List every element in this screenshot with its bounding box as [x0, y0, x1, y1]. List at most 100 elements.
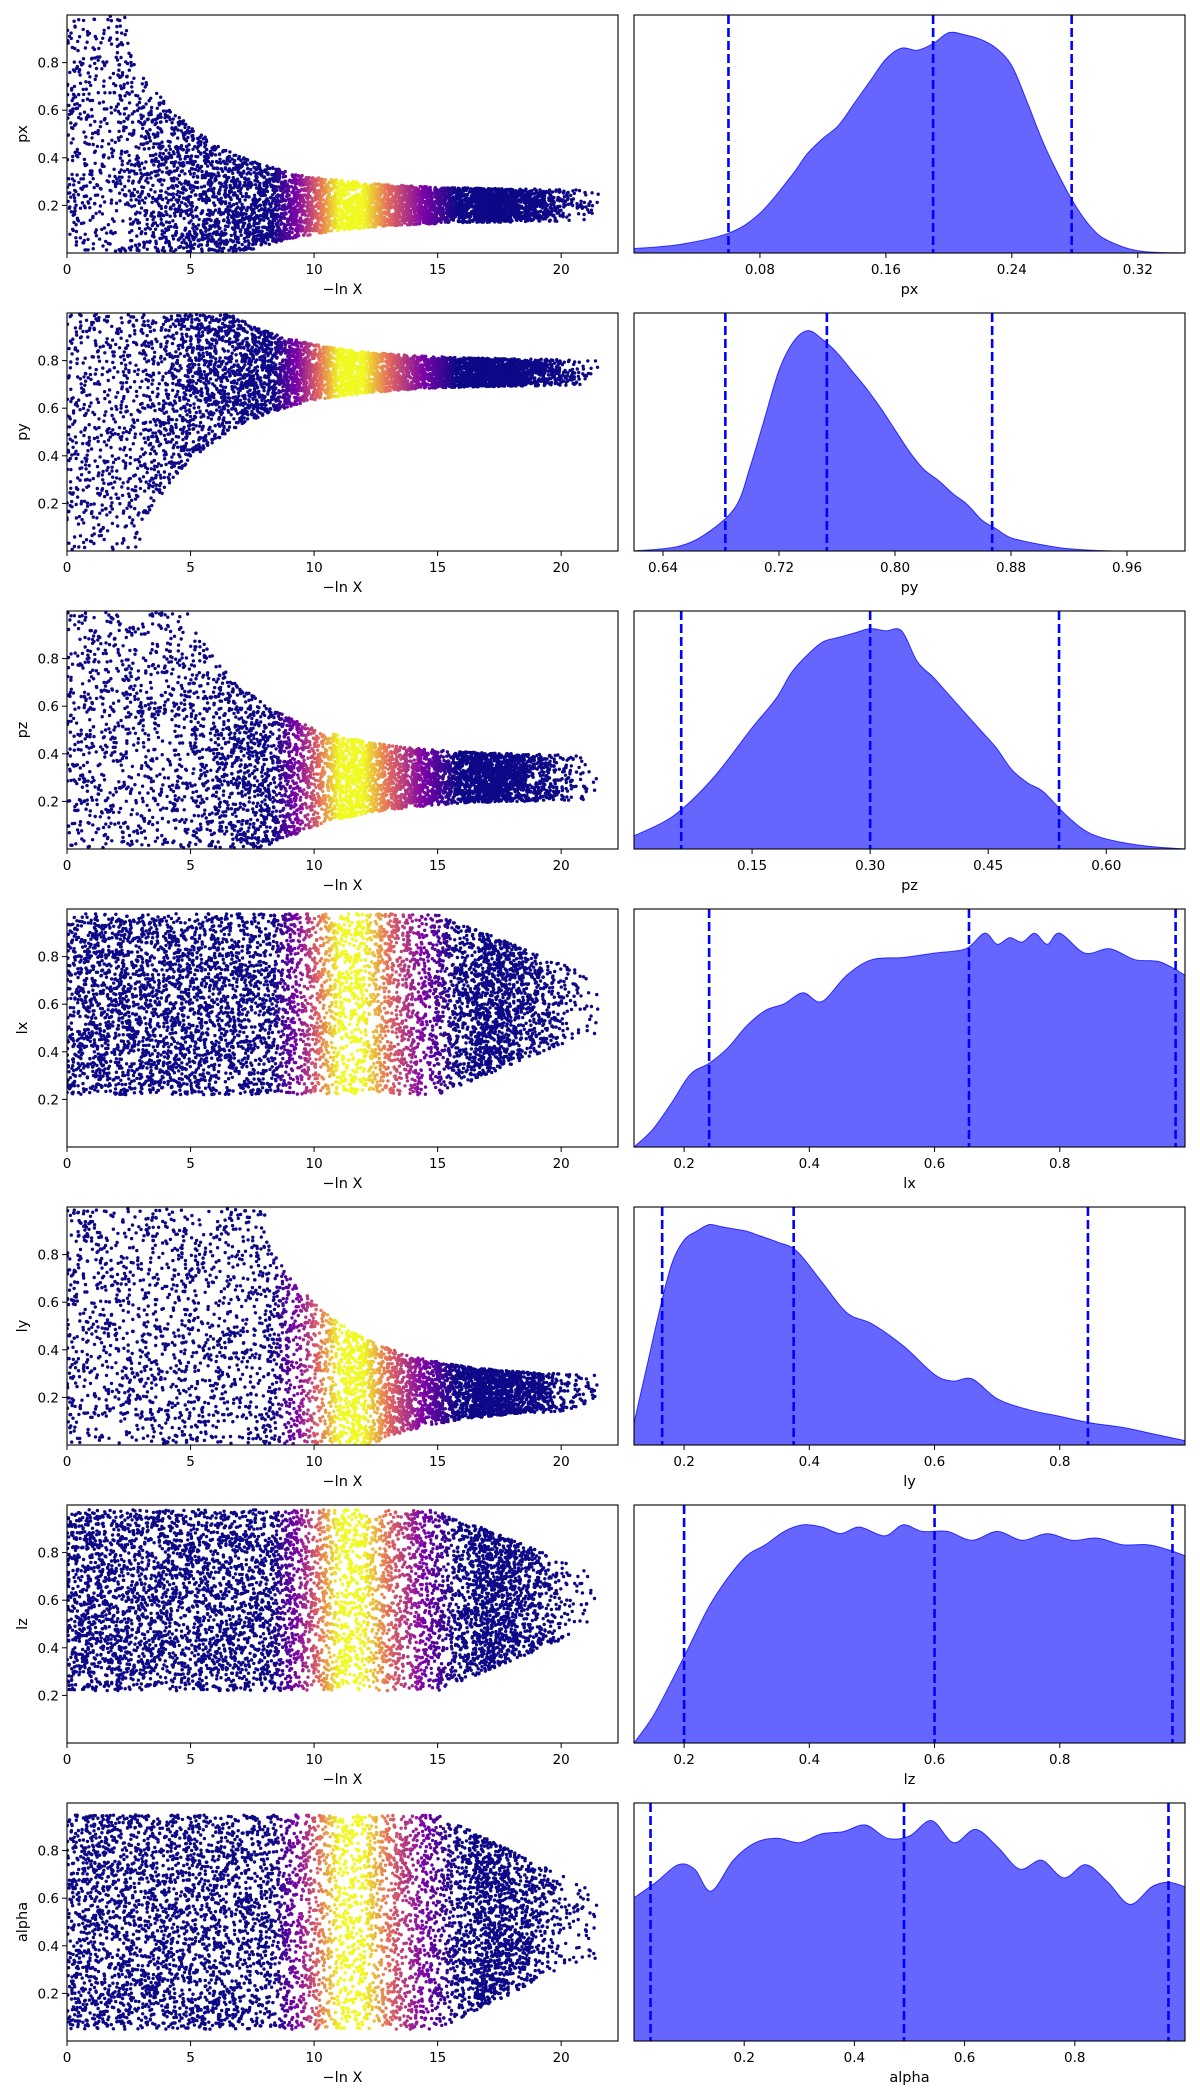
x-tick-label: 10 [305, 560, 322, 576]
y-tick-label: 0.2 [38, 794, 59, 810]
x-tick-label: 10 [305, 2050, 322, 2066]
x-tick-label: 0.24 [997, 262, 1027, 278]
posterior-panel-lz: 0.2 0.4 0.6 0.8 lz [633, 1504, 1186, 1788]
x-tick-label: 10 [305, 858, 322, 874]
trace-panel-alpha: 0 5 10 15 20 0.2 0.4 0.6 0.8 alpha −ln X [15, 1802, 619, 2086]
axes-frame [633, 1802, 1186, 2042]
y-tick-label: 0.4 [38, 1939, 59, 1955]
x-axis-label: −ln X [323, 878, 363, 894]
y-tick-label: 0.2 [38, 1390, 59, 1406]
axes-frame [633, 312, 1186, 552]
x-tick-label: 5 [186, 1156, 195, 1172]
x-tick-label: 15 [429, 1454, 446, 1470]
x-tick-label: 0.96 [1112, 560, 1142, 576]
y-tick-label: 0.6 [38, 699, 59, 715]
sample-points [67, 15, 600, 253]
y-tick-label: 0.8 [38, 354, 59, 370]
x-tick-label: 0.2 [673, 1156, 694, 1172]
x-tick-label: 0.15 [737, 858, 767, 874]
y-tick-label: 0.8 [38, 950, 59, 966]
x-tick-label: 0.80 [880, 560, 910, 576]
x-tick-label: 0 [63, 1752, 72, 1768]
x-tick-label: 0.6 [924, 1752, 945, 1768]
x-tick-label: 0.8 [1064, 2050, 1085, 2066]
y-tick-label: 0.2 [38, 1688, 59, 1704]
x-axis-label: alpha [889, 2070, 929, 2086]
x-tick-label: 0 [63, 2050, 72, 2066]
x-tick-label: 5 [186, 262, 195, 278]
y-tick-label: 0.8 [38, 1546, 59, 1562]
x-tick-label: 0.32 [1123, 262, 1153, 278]
posterior-panel-lx: 0.2 0.4 0.6 0.8 lx [633, 908, 1186, 1192]
axes-frame [633, 908, 1186, 1148]
axes-frame [66, 1206, 619, 1446]
x-axis-label: py [901, 580, 919, 596]
posterior-density [634, 1820, 1185, 2041]
trace-panel-lz: 0 5 10 15 20 0.2 0.4 0.6 0.8 lz −ln X [15, 1504, 619, 1788]
x-tick-label: 20 [553, 858, 570, 874]
y-tick-label: 0.8 [38, 652, 59, 668]
trace-panel-py: 0 5 10 15 20 0.2 0.4 0.6 0.8 py −ln X [15, 312, 619, 596]
x-tick-label: 0.72 [764, 560, 794, 576]
x-tick-label: 0.64 [648, 560, 678, 576]
y-tick-label: 0.6 [38, 1891, 59, 1907]
y-axis-label: alpha [15, 1902, 31, 1942]
sample-points [67, 1813, 599, 2031]
x-tick-label: 0.8 [1049, 1156, 1070, 1172]
y-tick-label: 0.8 [38, 1248, 59, 1264]
y-tick-label: 0.6 [38, 103, 59, 119]
y-tick-label: 0.4 [38, 151, 59, 167]
x-tick-label: 0.08 [745, 262, 775, 278]
x-tick-label: 20 [553, 262, 570, 278]
x-tick-label: 20 [553, 1752, 570, 1768]
x-tick-label: 0 [63, 858, 72, 874]
axes-frame [633, 1206, 1186, 1446]
x-tick-label: 15 [429, 1156, 446, 1172]
posterior-panel-ly: 0.2 0.4 0.6 0.8 ly [633, 1206, 1186, 1490]
y-tick-label: 0.6 [38, 1593, 59, 1609]
x-tick-label: 0.4 [799, 1454, 820, 1470]
x-tick-label: 0.6 [924, 1156, 945, 1172]
posterior-density [634, 628, 1185, 849]
x-tick-label: 10 [305, 1156, 322, 1172]
x-axis-label: −ln X [323, 1176, 363, 1192]
sample-points [67, 1508, 597, 1693]
trace-panel-px: 0 5 10 15 20 0.2 0.4 0.6 0.8 px −ln X [15, 14, 619, 298]
x-axis-label: −ln X [323, 1772, 363, 1788]
y-tick-label: 0.2 [38, 198, 59, 214]
x-tick-label: 15 [429, 858, 446, 874]
x-tick-label: 0.8 [1049, 1752, 1070, 1768]
y-axis-label: py [15, 423, 31, 441]
x-tick-label: 0.4 [799, 1752, 820, 1768]
x-axis-label: −ln X [323, 2070, 363, 2086]
y-axis-label: lx [15, 1021, 31, 1034]
x-axis-label: pz [901, 878, 918, 894]
posterior-density [634, 1524, 1185, 1743]
y-tick-label: 0.6 [38, 997, 59, 1013]
posterior-density [634, 31, 1185, 253]
x-tick-label: 0.8 [1049, 1454, 1070, 1470]
x-tick-label: 10 [305, 1454, 322, 1470]
posterior-panel-px: 0.08 0.16 0.24 0.32 px [633, 14, 1186, 298]
x-tick-label: 5 [186, 560, 195, 576]
axes-frame [66, 312, 619, 552]
y-tick-label: 0.4 [38, 747, 59, 763]
x-tick-label: 5 [186, 2050, 195, 2066]
x-axis-label: −ln X [323, 1474, 363, 1490]
x-tick-label: 0.2 [733, 2050, 754, 2066]
posterior-density [634, 330, 1185, 551]
posterior-panel-py: 0.64 0.72 0.80 0.88 0.96 py [633, 312, 1186, 596]
x-tick-label: 10 [305, 262, 322, 278]
x-tick-label: 20 [553, 560, 570, 576]
x-tick-label: 0 [63, 1156, 72, 1172]
x-axis-label: px [901, 282, 919, 298]
y-tick-label: 0.6 [38, 1295, 59, 1311]
y-tick-label: 0.4 [38, 449, 59, 465]
x-tick-label: 20 [553, 1454, 570, 1470]
axes-frame [66, 1504, 619, 1744]
x-tick-label: 0.4 [799, 1156, 820, 1172]
x-tick-label: 0 [63, 262, 72, 278]
x-tick-label: 0 [63, 1454, 72, 1470]
axes-frame [633, 14, 1186, 254]
